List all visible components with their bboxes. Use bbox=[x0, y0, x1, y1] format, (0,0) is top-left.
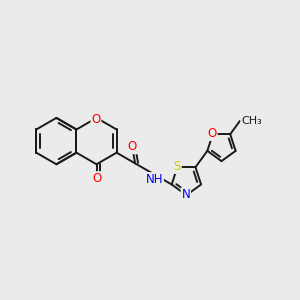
Text: O: O bbox=[208, 127, 217, 140]
Text: NH: NH bbox=[146, 173, 163, 186]
Text: O: O bbox=[128, 140, 137, 154]
Text: O: O bbox=[92, 172, 101, 185]
Text: CH₃: CH₃ bbox=[241, 116, 262, 126]
Text: N: N bbox=[182, 188, 190, 201]
Text: O: O bbox=[91, 113, 101, 126]
Text: S: S bbox=[174, 160, 181, 173]
